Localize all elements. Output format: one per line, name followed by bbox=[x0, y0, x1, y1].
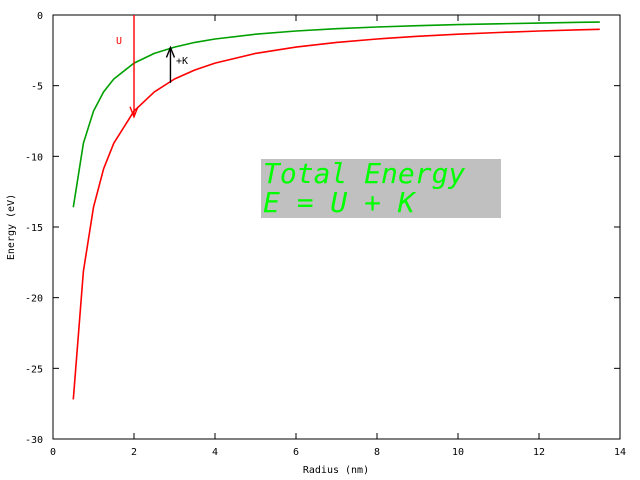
y-axis-label: Energy (eV) bbox=[6, 194, 17, 260]
x-tick-label: 10 bbox=[452, 447, 464, 458]
series-line-1 bbox=[72, 28, 600, 400]
x-tick-label: 0 bbox=[50, 447, 56, 458]
x-tick-label: 6 bbox=[293, 447, 299, 458]
u-label: U bbox=[116, 36, 122, 47]
y-tick-label: -30 bbox=[25, 435, 43, 446]
annotation-equation: E = U + K bbox=[263, 186, 417, 219]
x-tick-label: 14 bbox=[614, 447, 626, 458]
series-group bbox=[72, 21, 600, 400]
annotation-title: Total Energy bbox=[263, 157, 465, 190]
y-tick-label: -20 bbox=[25, 294, 43, 305]
x-tick-label: 4 bbox=[212, 447, 218, 458]
y-tick-label: -5 bbox=[31, 82, 43, 93]
x-tick-label: 8 bbox=[374, 447, 380, 458]
arrows-group bbox=[129, 15, 176, 119]
axis-ticks bbox=[52, 14, 621, 440]
plot-frame bbox=[52, 14, 621, 440]
annotation-box bbox=[261, 159, 501, 218]
series-line-0 bbox=[72, 21, 600, 208]
y-tick-label: 0 bbox=[37, 11, 43, 22]
y-tick-label: -10 bbox=[25, 152, 43, 163]
x-tick-label: 12 bbox=[533, 447, 545, 458]
u-arrow-head bbox=[129, 106, 139, 119]
y-tick-label: -25 bbox=[25, 364, 43, 375]
x-axis-label: Radius (nm) bbox=[303, 465, 369, 476]
x-tick-label: 2 bbox=[131, 447, 137, 458]
tick-labels: 0 2 4 6 8 10 12 14 0 -5 -10 -15 -20 -25 -30 bbox=[25, 11, 626, 458]
k-arrow-head bbox=[165, 45, 176, 58]
y-tick-label: -15 bbox=[25, 223, 43, 234]
k-label: +K bbox=[176, 56, 188, 67]
